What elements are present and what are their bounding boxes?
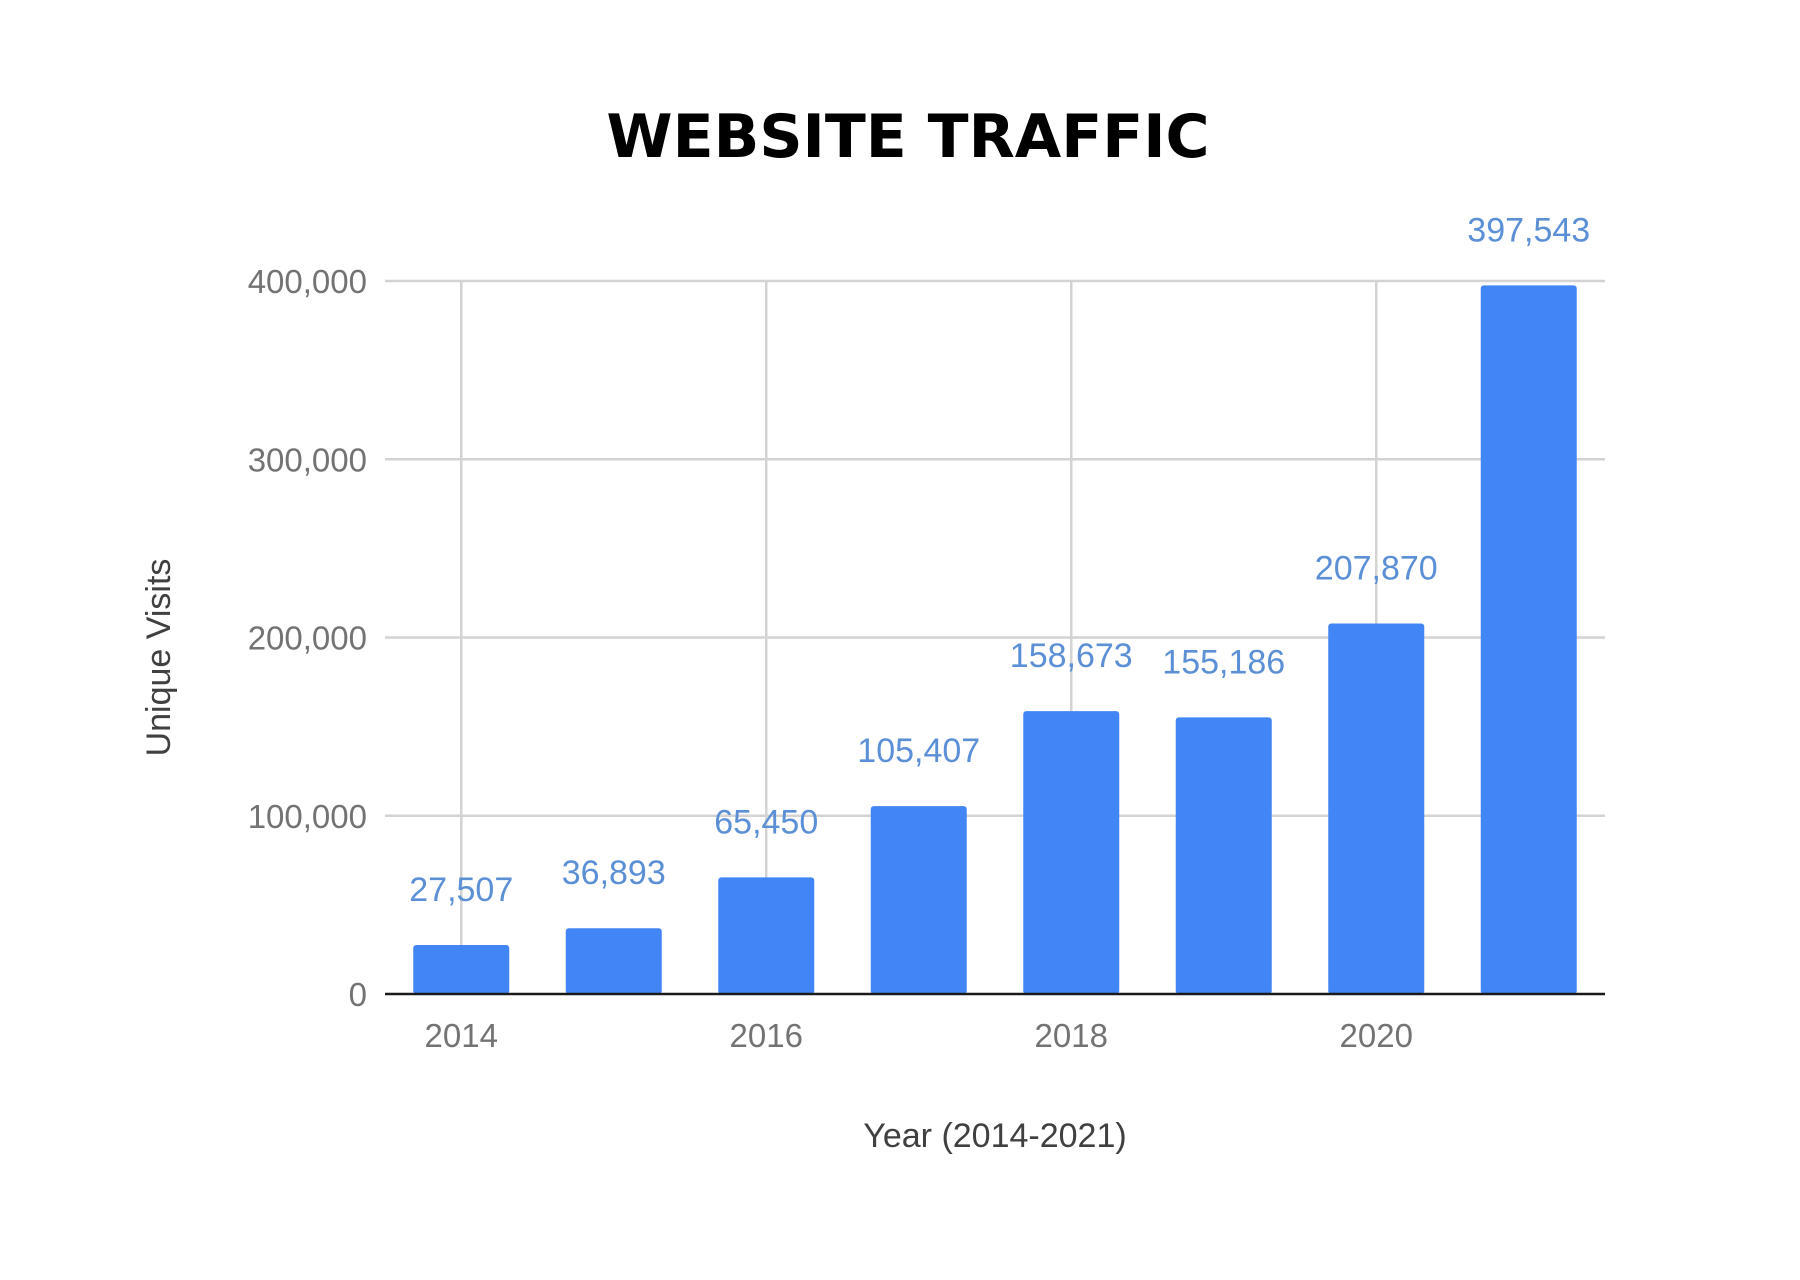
- data-labels: 27,507 36,893 65,450 105,407 158,673 155,186 2…: [409, 211, 1590, 909]
- bar-2017[interactable]: [870, 806, 967, 994]
- data-label-2014: 27,507: [409, 871, 513, 909]
- bar-2015[interactable]: [565, 928, 662, 994]
- bar-2021[interactable]: [1480, 285, 1577, 994]
- data-label-2017: 105,407: [857, 732, 980, 770]
- y-axis-title: Unique Visits: [140, 559, 178, 757]
- bar-2018[interactable]: [1023, 711, 1120, 994]
- x-tick-label: 2018: [1035, 1017, 1108, 1054]
- y-tick-label: 100,000: [248, 798, 367, 835]
- bars: [413, 285, 1577, 994]
- x-tick-labels: 2014 2016 2018 2020: [425, 1017, 1413, 1054]
- y-tick-label: 400,000: [248, 263, 367, 300]
- x-axis-title: Year (2014-2021): [863, 1117, 1126, 1155]
- data-label-2020: 207,870: [1315, 549, 1438, 587]
- x-tick-label: 2014: [425, 1017, 498, 1054]
- x-tick-label: 2016: [730, 1017, 803, 1054]
- data-label-2019: 155,186: [1162, 643, 1285, 681]
- bar-2016[interactable]: [718, 877, 815, 994]
- data-label-2021: 397,543: [1467, 211, 1590, 249]
- chart-title: WEBSITE TRAFFIC: [606, 102, 1209, 172]
- bar-2020[interactable]: [1328, 623, 1425, 994]
- data-label-2016: 65,450: [714, 803, 818, 841]
- y-tick-label: 0: [349, 976, 367, 1013]
- data-label-2015: 36,893: [562, 854, 666, 892]
- y-tick-label: 200,000: [248, 620, 367, 657]
- bar-2019[interactable]: [1175, 717, 1272, 994]
- y-tick-label: 300,000: [248, 441, 367, 478]
- y-tick-labels: 0 100,000 200,000 300,000 400,000: [248, 263, 367, 1013]
- x-tick-label: 2020: [1340, 1017, 1413, 1054]
- bar-2014[interactable]: [413, 944, 510, 994]
- data-label-2018: 158,673: [1010, 637, 1133, 675]
